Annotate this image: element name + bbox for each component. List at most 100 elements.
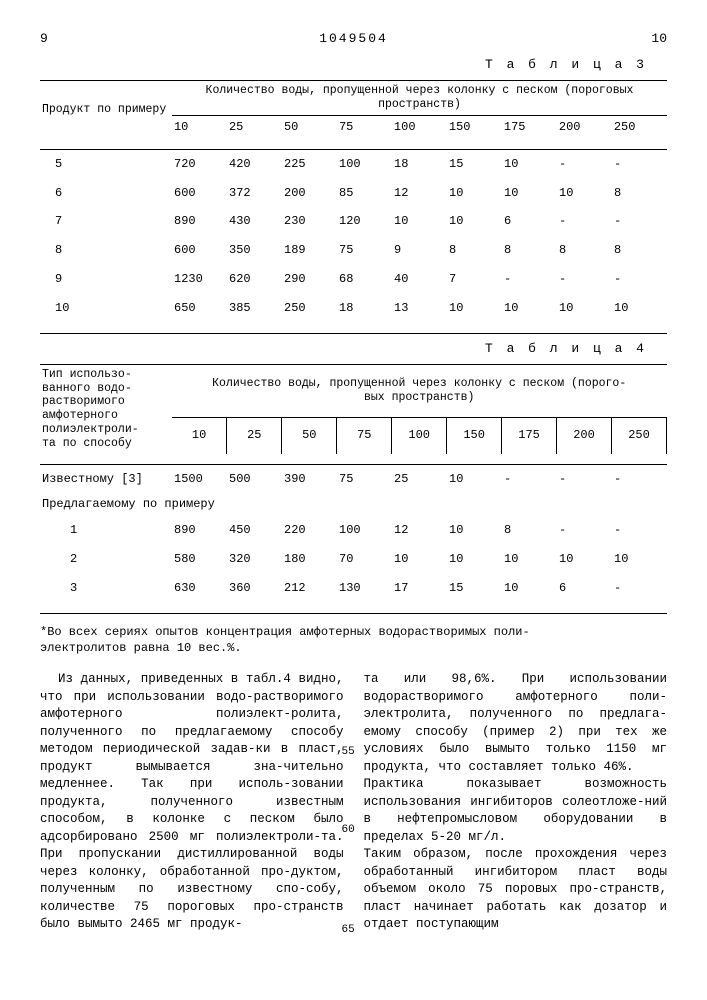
cell: 10 [447,545,502,574]
cell: 10 [502,179,557,208]
table3-col: 10 [172,115,227,138]
cell: 420 [227,150,282,179]
cell: - [557,265,612,294]
cell: 180 [282,545,337,574]
body-left-text: Из данных, приведенных в табл.4 видно, ч… [40,672,344,931]
cell: - [612,574,667,603]
cell: 600 [172,179,227,208]
cell: 10 [502,574,557,603]
cell: 450 [227,516,282,545]
cell: 360 [227,574,282,603]
cell: 10 [612,545,667,574]
line-mark-55: 55 [342,745,355,760]
cell: - [502,265,557,294]
cell: 220 [282,516,337,545]
cell: 12 [392,516,447,545]
cell: 212 [282,574,337,603]
cell: 15 [447,574,502,603]
cell: 100 [337,516,392,545]
cell: - [557,516,612,545]
table4-col: 175 [502,417,557,453]
page-num-right: 10 [460,30,667,48]
group-heading-row: Предлагаемому по примеру [40,493,667,516]
table4-col: 50 [282,417,337,453]
cell: 430 [227,207,282,236]
table3-rowheader: Продукт по примеру [40,81,172,138]
cell: 225 [282,150,337,179]
cell: 6 [502,207,557,236]
cell: 200 [282,179,337,208]
group-heading: Предлагаемому по примеру [40,493,667,516]
table-row: 86003501897598888 [40,236,667,265]
cell: 15 [447,150,502,179]
cell: 10 [447,179,502,208]
table3-col: 75 [337,115,392,138]
cell: 10 [447,465,502,494]
body-text: Из данных, приведенных в табл.4 видно, ч… [40,671,667,934]
cell: 18 [392,150,447,179]
page-num-left: 9 [40,30,247,48]
table3-col: 250 [612,115,667,138]
cell: 70 [337,545,392,574]
line-mark-65: 65 [342,923,355,938]
cell: 10 [447,516,502,545]
table3-col: 175 [502,115,557,138]
table-row: Известному [3]1500500390752510--- [40,465,667,494]
cell: 350 [227,236,282,265]
page-header: 9 1049504 10 [40,30,667,48]
cell: 25 [392,465,447,494]
table4-superheader: Количество воды, пропущенной через колон… [172,365,667,418]
table4-col: 100 [392,417,447,453]
cell: 68 [337,265,392,294]
footnote: *Во всех сериях опытов концентрация амфо… [40,624,667,658]
cell: 10 [447,207,502,236]
cell: 8 [447,236,502,265]
cell: - [612,207,667,236]
table-row: 189045022010012108-- [40,516,667,545]
cell: 10 [557,545,612,574]
cell: 320 [227,545,282,574]
cell: - [557,465,612,494]
cell: 8 [502,516,557,545]
cell: 189 [282,236,337,265]
table-row: 36303602121301715106- [40,574,667,603]
table-row: 660037220085121010108 [40,179,667,208]
cell: 600 [172,236,227,265]
cell: - [557,207,612,236]
cell: 9 [392,236,447,265]
row-label: 9 [40,265,172,294]
cell: 1500 [172,465,227,494]
table4-col: 250 [612,417,667,453]
table4-col: 10 [172,417,227,453]
body-right-text: та или 98,6%. При использовании водораст… [364,672,668,931]
cell: 230 [282,207,337,236]
table4-col: 150 [447,417,502,453]
cell: 10 [447,294,502,323]
table3-body: 5720420225100181510--6600372200851210101… [40,150,667,323]
cell: 650 [172,294,227,323]
body-right-col: та или 98,6%. При использовании водораст… [364,671,668,934]
row-label: 7 [40,207,172,236]
cell: 75 [337,465,392,494]
cell: 40 [392,265,447,294]
cell: 8 [502,236,557,265]
cell: - [502,465,557,494]
cell: 620 [227,265,282,294]
cell: 8 [612,179,667,208]
table3-col: 150 [447,115,502,138]
cell: 10 [557,179,612,208]
row-label: 1 [40,516,172,545]
table3-col: 25 [227,115,282,138]
table3-superheader: Количество воды, пропущенной через колон… [172,81,667,115]
cell: 12 [392,179,447,208]
cell: 500 [227,465,282,494]
cell: 10 [502,150,557,179]
table-row: 9123062029068407--- [40,265,667,294]
table3-col: 200 [557,115,612,138]
cell: 130 [337,574,392,603]
cell: 10 [502,545,557,574]
cell: 250 [282,294,337,323]
table3-col: 100 [392,115,447,138]
cell: 8 [557,236,612,265]
doc-number: 1049504 [250,30,457,48]
